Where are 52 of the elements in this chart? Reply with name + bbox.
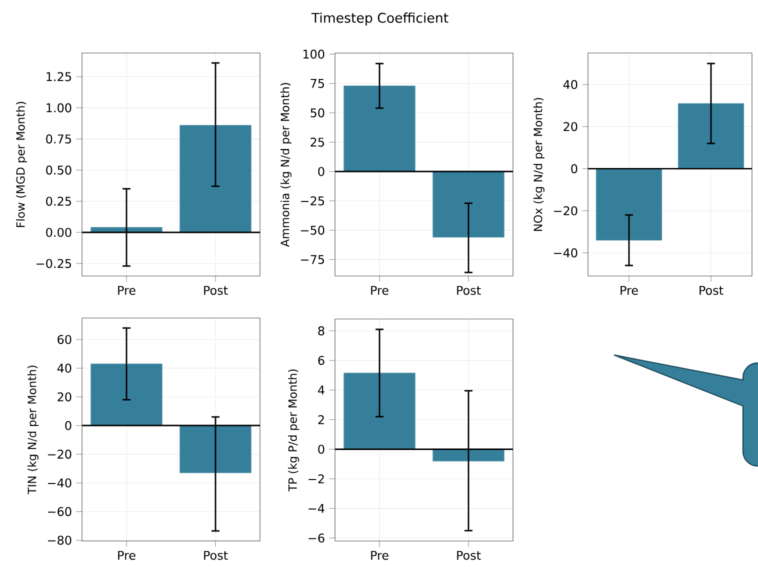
y-tick-label: 60 bbox=[58, 334, 72, 344]
y-tick-label: 2 bbox=[318, 415, 324, 424]
y-axis-title: Flow (MGD per Month) bbox=[16, 102, 28, 227]
y-tick-label: 40 bbox=[563, 80, 578, 90]
y-tick-label: 0.25 bbox=[46, 196, 71, 206]
y-tick-label: 1.00 bbox=[46, 103, 72, 112]
y-tick-label: −2 bbox=[308, 474, 324, 484]
y-tick-label: 100 bbox=[303, 50, 324, 59]
y-axis-title: Ammonia (kg N/d per Month) bbox=[280, 83, 292, 247]
x-tick-label: Post bbox=[700, 286, 724, 295]
y-tick-label: 20 bbox=[564, 122, 578, 132]
y-tick-label: −20 bbox=[48, 450, 72, 459]
y-tick-label: 0.00 bbox=[46, 228, 72, 237]
y-tick-label: −25 bbox=[300, 196, 324, 206]
x-tick-label: Pre bbox=[371, 286, 388, 295]
y-tick-label: −80 bbox=[48, 536, 72, 545]
x-tick-label: Post bbox=[204, 286, 228, 295]
y-tick-label: −60 bbox=[48, 507, 72, 516]
y-axis-title: TP (kg P/d per Month) bbox=[288, 369, 300, 492]
x-tick-label: Post bbox=[204, 550, 228, 560]
y-tick-label: −0.25 bbox=[36, 258, 71, 268]
y-tick-label: 75 bbox=[310, 79, 324, 88]
x-tick-label: Post bbox=[457, 286, 481, 295]
y-tick-label: 0 bbox=[571, 164, 578, 174]
y-tick-label: 20 bbox=[58, 392, 72, 402]
y-tick-label: 25 bbox=[310, 138, 324, 147]
y-tick-label: 0 bbox=[318, 166, 324, 176]
x-tick-label: Pre bbox=[118, 550, 136, 560]
y-tick-label: 0 bbox=[318, 444, 324, 454]
y-tick-label: −6 bbox=[308, 533, 324, 543]
y-tick-label: 8 bbox=[318, 326, 324, 336]
y-tick-label: −40 bbox=[554, 248, 578, 258]
y-tick-label: −75 bbox=[300, 255, 324, 264]
y-tick-label: 0 bbox=[65, 421, 72, 430]
y-tick-label: 4 bbox=[318, 386, 324, 394]
y-tick-label: 0.50 bbox=[46, 166, 72, 175]
y-tick-label: 6 bbox=[318, 356, 324, 365]
y-tick-label: −4 bbox=[308, 504, 324, 513]
y-tick-label: −20 bbox=[554, 206, 578, 216]
chart-title: Timestep Coefficient bbox=[311, 12, 448, 26]
y-axis-title: TIN (kg N/d per Month) bbox=[27, 366, 38, 494]
y-tick-label: 1.25 bbox=[46, 72, 71, 82]
y-tick-label: −40 bbox=[48, 478, 72, 488]
y-tick-label: 40 bbox=[57, 364, 72, 373]
x-tick-label: Pre bbox=[371, 550, 388, 560]
y-tick-label: −50 bbox=[300, 226, 324, 235]
y-tick-label: 50 bbox=[310, 108, 324, 118]
x-tick-label: Pre bbox=[118, 286, 136, 295]
y-axis-title: NOx (kg N/d per Month) bbox=[533, 98, 544, 231]
x-tick-label: Post bbox=[457, 550, 481, 560]
y-tick-label: 0.75 bbox=[46, 134, 71, 144]
x-tick-label: Pre bbox=[620, 286, 638, 295]
